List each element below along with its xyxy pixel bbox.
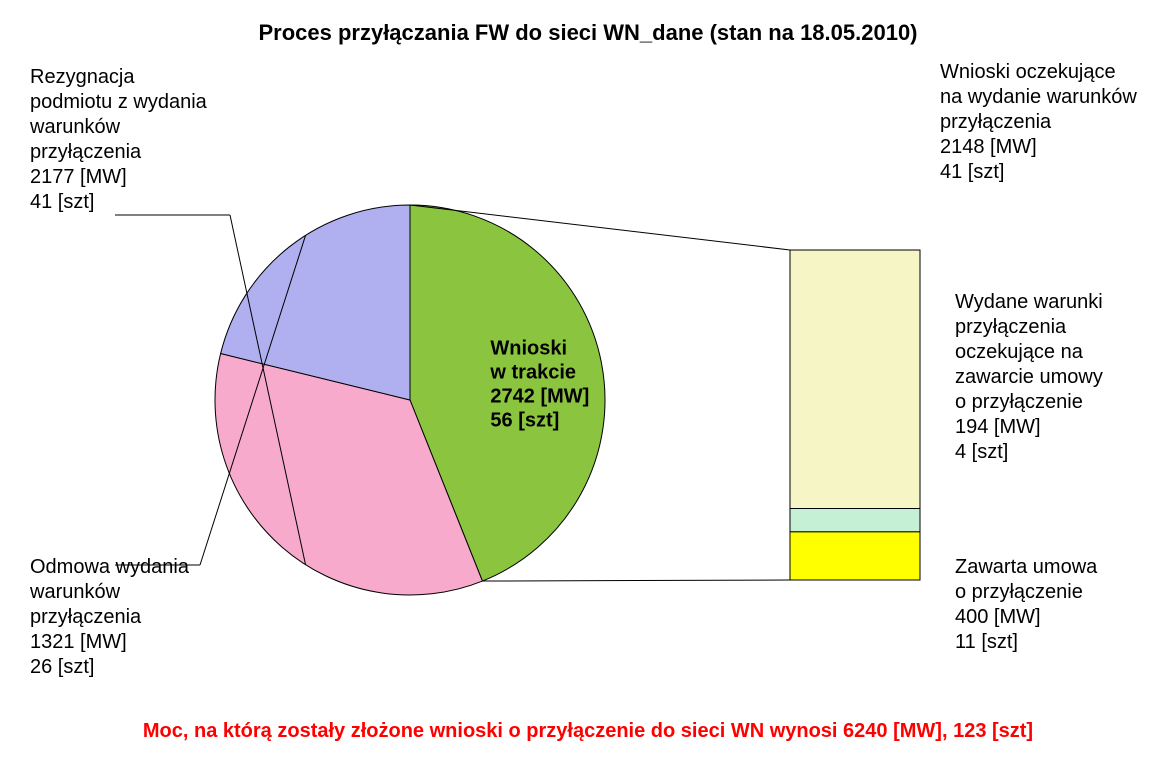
label-zawarta: Zawarta umowa o przyłączenie 400 [MW] 11… xyxy=(955,555,1097,655)
label-rezygnacja: Rezygnacja podmiotu z wydania warunków p… xyxy=(30,65,207,215)
pie-inside-label-line2: 2742 [MW] xyxy=(490,386,589,408)
pie-inside-label-line0: Wnioski xyxy=(490,338,567,360)
chart-footer: Moc, na którą zostały złożone wnioski o … xyxy=(0,720,1176,743)
label-oczekujace: Wnioski oczekujące na wydanie warunków p… xyxy=(940,60,1137,185)
bar-seg-wydane_warunki xyxy=(790,509,920,532)
bar-seg-zawarta_umowa xyxy=(790,532,920,580)
label-wydane: Wydane warunki przyłączenia oczekujące n… xyxy=(955,290,1103,465)
bar-seg-oczekujace_na_wydanie xyxy=(790,250,920,509)
label-odmowa: Odmowa wydania warunków przyłączenia 132… xyxy=(30,555,189,680)
pie-inside-label-line3: 56 [szt] xyxy=(490,410,559,432)
pie-inside-label-line1: w trakcie xyxy=(489,362,576,384)
connector-pie-bar-bottom xyxy=(482,580,790,581)
